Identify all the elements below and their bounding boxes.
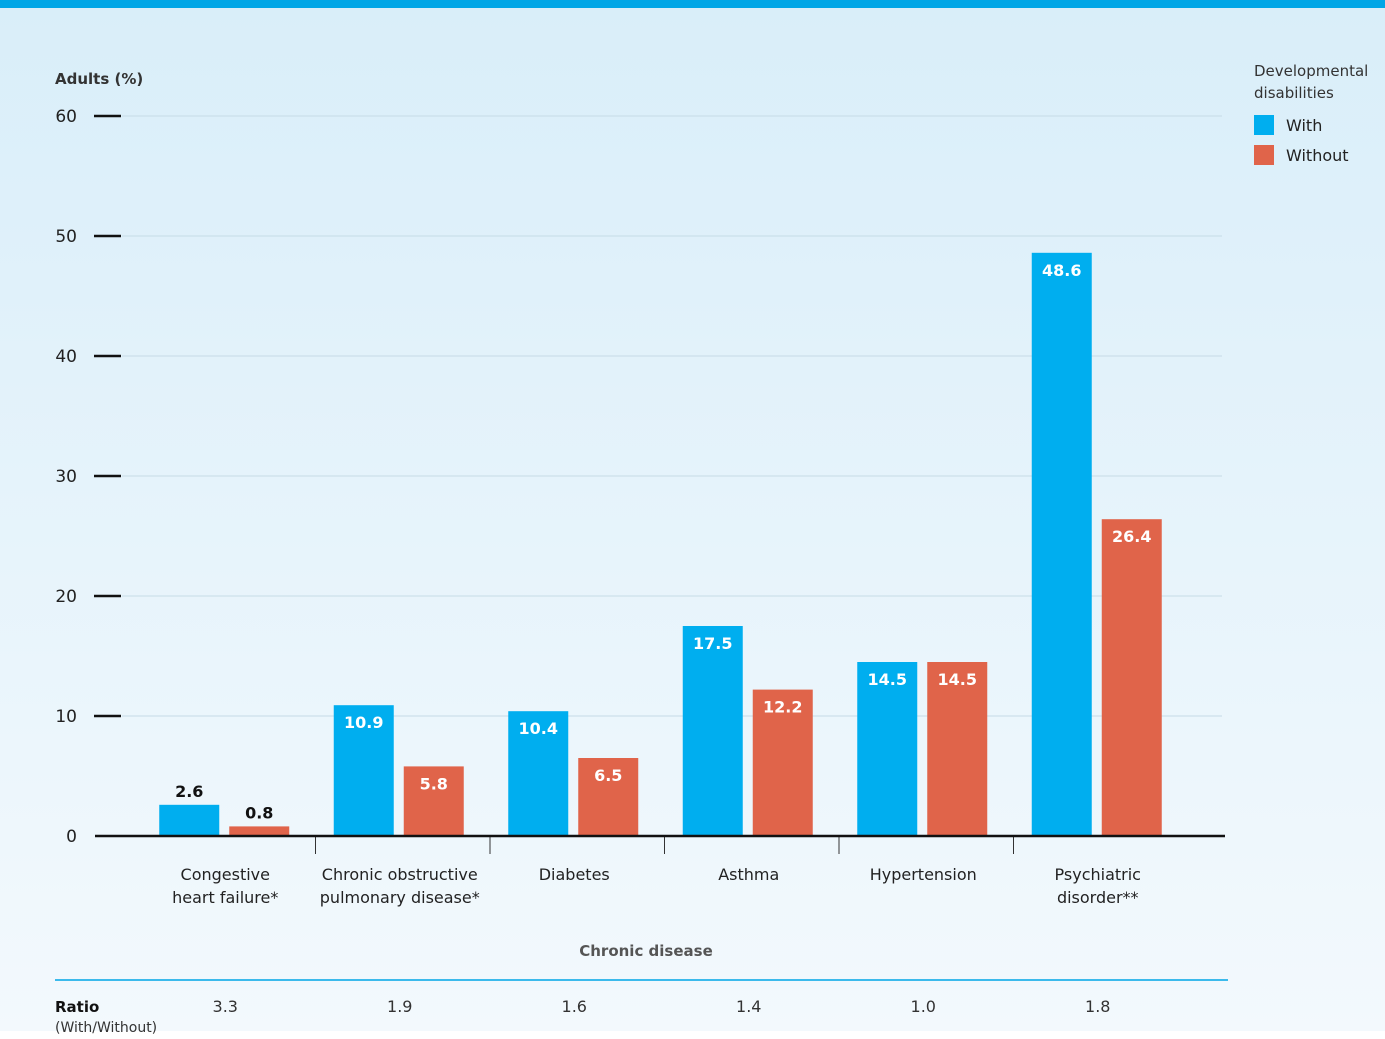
ratio-value: 1.4 xyxy=(736,997,761,1016)
bar-value-label: 10.9 xyxy=(344,713,383,732)
bar-value-label: 26.4 xyxy=(1112,527,1151,546)
bar-value-label: 14.5 xyxy=(868,670,907,689)
bar-value-label: 14.5 xyxy=(938,670,977,689)
legend-title: Developmental disabilities xyxy=(1254,60,1382,104)
legend: Developmental disabilities With Without xyxy=(1254,60,1382,170)
bar-with xyxy=(159,804,220,836)
x-category-label: Congestive xyxy=(181,865,270,884)
bar-with xyxy=(508,711,569,836)
legend-swatch-without xyxy=(1254,145,1274,165)
bar-without xyxy=(229,826,290,836)
bar-value-label: 6.5 xyxy=(594,766,622,785)
ratio-value: 1.9 xyxy=(387,997,412,1016)
ratio-value: 1.6 xyxy=(562,997,587,1016)
x-category-label: Diabetes xyxy=(539,865,610,884)
bar-value-label: 0.8 xyxy=(245,803,273,822)
x-axis-title: Chronic disease xyxy=(579,942,713,960)
ratio-value: 1.8 xyxy=(1085,997,1110,1016)
bar-chart: Adults (%) 0 10 20 30 40 50 60 2.6 0.8 Congestive h… xyxy=(55,70,1228,1036)
y-tick-label: 40 xyxy=(55,347,77,367)
bar-value-label: 5.8 xyxy=(420,774,448,793)
bar-without xyxy=(578,758,639,836)
bar-without xyxy=(752,689,813,836)
y-axis-title: Adults (%) xyxy=(55,70,143,88)
x-category-label: disorder** xyxy=(1057,888,1139,907)
x-category-label: Asthma xyxy=(718,865,779,884)
ratio-subtitle: (With/Without) xyxy=(55,1020,157,1036)
bar-value-label: 2.6 xyxy=(175,782,203,801)
x-category-label: Chronic obstructive xyxy=(322,865,478,884)
x-category-label: heart failure* xyxy=(172,888,278,907)
bar-value-label: 48.6 xyxy=(1042,261,1081,280)
legend-title-line1: Developmental xyxy=(1254,62,1369,80)
bar-value-label: 17.5 xyxy=(693,634,732,653)
legend-item-without: Without xyxy=(1254,140,1382,170)
y-tick-label: 60 xyxy=(55,107,77,127)
x-category-label: pulmonary disease* xyxy=(320,888,480,907)
bar-with xyxy=(1031,252,1092,837)
bar-without xyxy=(927,662,988,836)
y-tick-label: 10 xyxy=(55,707,77,727)
legend-label-with: With xyxy=(1286,115,1323,135)
bar-value-label: 10.4 xyxy=(519,719,558,738)
y-tick-label: 0 xyxy=(66,827,77,847)
ratio-title: Ratio xyxy=(55,998,99,1016)
y-tick-label: 30 xyxy=(55,467,77,487)
ratio-value: 3.3 xyxy=(213,997,238,1016)
bar-with xyxy=(333,705,394,836)
bar-with xyxy=(857,662,918,836)
y-tick-label: 20 xyxy=(55,587,77,607)
legend-title-line2: disabilities xyxy=(1254,84,1334,102)
legend-swatch-with xyxy=(1254,115,1274,135)
bar-without xyxy=(1101,519,1162,836)
ratio-value: 1.0 xyxy=(911,997,936,1016)
bar-value-label: 12.2 xyxy=(763,698,802,717)
legend-label-without: Without xyxy=(1286,145,1349,165)
legend-item-with: With xyxy=(1254,110,1382,140)
y-tick-label: 50 xyxy=(55,227,77,247)
bar-with xyxy=(682,626,743,836)
bar-without xyxy=(403,766,464,836)
x-category-label: Psychiatric xyxy=(1055,865,1141,884)
x-category-label: Hypertension xyxy=(870,865,977,884)
